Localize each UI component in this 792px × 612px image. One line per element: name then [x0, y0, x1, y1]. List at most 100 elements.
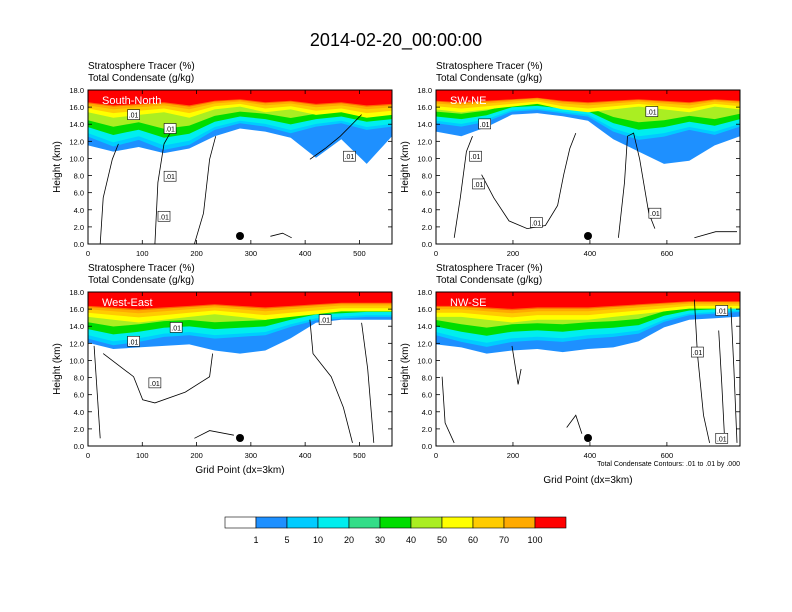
contour-label-box [163, 123, 177, 134]
contour-label: .01 [165, 127, 175, 134]
y-tick-label: 18.0 [417, 86, 432, 95]
panel-header-condensate: Total Condensate (g/kg) [88, 73, 194, 84]
y-tick-label: 18.0 [417, 288, 432, 297]
x-tick-label: 200 [507, 451, 520, 460]
y-tick-label: 14.0 [69, 120, 84, 129]
colorbar-swatch [286, 516, 319, 529]
condensate-contour [194, 136, 217, 244]
x-tick-label: 500 [353, 249, 366, 258]
x-tick-label: 0 [86, 249, 90, 258]
y-tick-label: 10.0 [69, 154, 84, 163]
x-tick-label: 0 [434, 451, 438, 460]
contour-label-box [691, 346, 704, 358]
tracer-field: .01 .01 .01 [436, 292, 740, 446]
y-axis-label: Height (km) [52, 343, 63, 395]
chart-panel-3: Stratosphere Tracer (%)Total Condensate … [52, 263, 393, 476]
location-marker [236, 434, 244, 442]
panel-header-tracer: Stratosphere Tracer (%) [88, 61, 195, 72]
x-tick-label: 200 [190, 249, 203, 258]
panel-label: SW-NE [450, 95, 486, 107]
chart-panel-4: Stratosphere Tracer (%)Total Condensate … [400, 263, 741, 486]
colorbar-swatch [410, 516, 443, 529]
colorbar-label: 60 [468, 535, 478, 545]
page-title: 2014-02-20_00:00:00 [309, 30, 483, 50]
y-tick-label: 2.0 [74, 223, 84, 232]
x-tick-label: 200 [507, 249, 520, 258]
contour-label-box [127, 109, 140, 120]
panel-label: West-East [102, 297, 153, 309]
condensate-contour [694, 231, 737, 239]
condensate-contour [511, 345, 522, 385]
y-tick-label: 10.0 [417, 154, 432, 163]
x-tick-label: 100 [136, 249, 149, 258]
y-tick-label: 12.0 [417, 339, 432, 348]
contour-label-box [469, 150, 482, 162]
contour-label-box [127, 335, 140, 347]
y-tick-label: 4.0 [74, 408, 84, 417]
y-tick-label: 16.0 [69, 305, 84, 314]
condensate-contour [566, 414, 583, 434]
x-tick-label: 500 [353, 451, 366, 460]
colorbar-label: 70 [499, 535, 509, 545]
y-tick-label: 12.0 [69, 137, 84, 146]
contour-label: .01 [129, 113, 139, 120]
panel-header-tracer: Stratosphere Tracer (%) [436, 263, 543, 274]
condensate-contour [453, 136, 473, 238]
condensate-contour [99, 143, 119, 244]
red-band [88, 90, 392, 106]
y-tick-label: 4.0 [74, 206, 84, 215]
x-tick-label: 400 [299, 451, 312, 460]
contour-label: .01 [159, 214, 169, 221]
y-tick-label: 8.0 [422, 172, 432, 181]
x-tick-label: 100 [136, 451, 149, 460]
x-axis-label: Grid Point (dx=3km) [543, 475, 632, 486]
colorbar-label: 10 [313, 535, 323, 545]
y-tick-label: 8.0 [74, 374, 84, 383]
y-tick-label: 6.0 [422, 189, 432, 198]
contour-label: .01 [171, 325, 181, 332]
plot-frame [435, 291, 741, 447]
contour-label: .01 [717, 308, 727, 315]
panel-label: South-North [102, 95, 161, 107]
contour-label: .01 [531, 220, 541, 227]
location-marker [584, 232, 592, 240]
panel-header-condensate: Total Condensate (g/kg) [436, 275, 542, 286]
red-band [436, 90, 740, 103]
panel-header-condensate: Total Condensate (g/kg) [88, 275, 194, 286]
y-tick-label: 4.0 [422, 408, 432, 417]
x-tick-label: 400 [299, 249, 312, 258]
red-band [88, 292, 392, 309]
y-tick-label: 14.0 [417, 322, 432, 331]
x-tick-label: 600 [661, 451, 674, 460]
tracer-field: .01 .01 .01 .01 [88, 292, 392, 446]
y-tick-label: 18.0 [69, 86, 84, 95]
y-tick-label: 14.0 [69, 322, 84, 331]
y-tick-label: 4.0 [422, 206, 432, 215]
panel-header-condensate: Total Condensate (g/kg) [436, 73, 542, 84]
y-tick-label: 16.0 [417, 305, 432, 314]
y-tick-label: 0.0 [422, 442, 432, 451]
contour-label: .01 [474, 182, 484, 189]
colorbar-swatch [317, 516, 350, 529]
condensate-contour [270, 232, 292, 239]
contour-label-box [715, 432, 729, 444]
panel-header-tracer: Stratosphere Tracer (%) [88, 263, 195, 274]
y-tick-label: 12.0 [69, 339, 84, 348]
colorbar-swatch [534, 516, 567, 529]
contour-label: .01 [471, 154, 481, 161]
condensate-contour [309, 319, 353, 443]
condensate-contour [718, 330, 726, 443]
tracer-field: .01 .01 .01 .01 .01 [88, 90, 392, 244]
contour-label: .01 [717, 436, 727, 443]
y-tick-label: 12.0 [417, 137, 432, 146]
y-tick-label: 16.0 [417, 103, 432, 112]
contour-label: .01 [165, 174, 175, 181]
x-tick-label: 0 [434, 249, 438, 258]
condensate-contour [361, 322, 375, 443]
x-tick-label: 400 [584, 451, 597, 460]
colorbar-label: 50 [437, 535, 447, 545]
contour-label-box [645, 106, 659, 117]
condensate-contour [102, 353, 213, 404]
x-tick-label: 300 [245, 451, 258, 460]
y-tick-label: 6.0 [74, 391, 84, 400]
